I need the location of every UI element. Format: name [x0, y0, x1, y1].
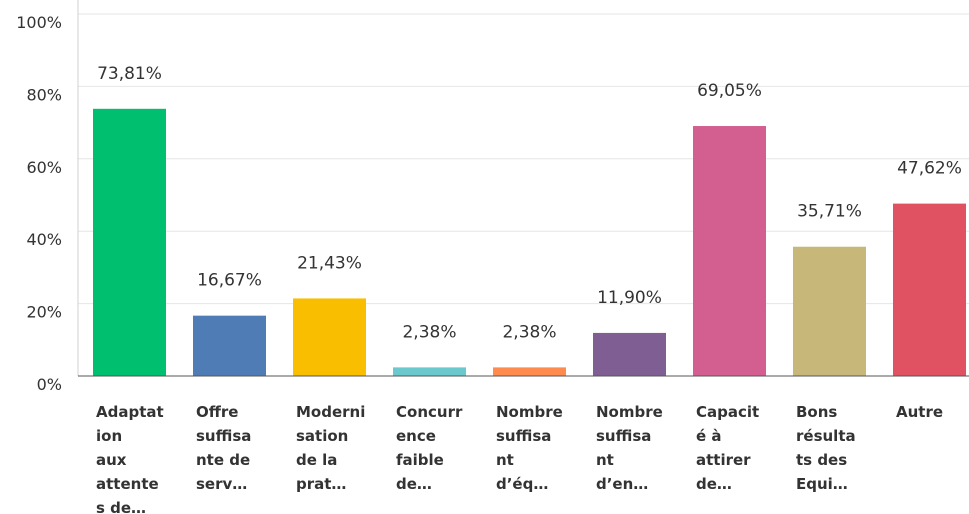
value-label: 73,81% — [97, 64, 162, 84]
y-tick-label: 80% — [26, 85, 62, 104]
x-tick-label: sation — [296, 427, 348, 445]
x-tick-label: Autre — [896, 403, 943, 421]
x-tick-label: Concurr — [396, 403, 463, 421]
value-label: 69,05% — [697, 81, 762, 101]
y-tick-label: 100% — [16, 13, 62, 32]
x-tick-label: suffisa — [596, 427, 651, 445]
x-tick-label: attente — [96, 475, 159, 493]
x-tick-label: de… — [396, 475, 432, 493]
bar — [93, 108, 166, 376]
value-label: 11,90% — [597, 288, 662, 308]
bar — [693, 126, 766, 376]
x-tick-label: Bons — [796, 403, 837, 421]
value-label: 35,71% — [797, 202, 862, 222]
x-tick-label: Nombre — [496, 403, 563, 421]
x-tick-label: aux — [96, 451, 127, 469]
x-tick-label: ts des — [796, 451, 847, 469]
x-tick-label: résulta — [796, 427, 856, 445]
bar — [493, 367, 566, 376]
y-tick-label: 60% — [26, 158, 62, 177]
y-tick-label: 20% — [26, 303, 62, 322]
value-label: 2,38% — [502, 322, 556, 342]
x-tick-label: é à — [696, 427, 722, 445]
x-tick-label: serv… — [196, 475, 247, 493]
x-tick-label: attirer — [696, 451, 751, 469]
bar — [893, 203, 966, 376]
x-tick-label: d’en… — [596, 475, 648, 493]
x-tick-label: suffisa — [496, 427, 551, 445]
x-tick-label: Adaptat — [96, 403, 164, 421]
x-tick-label: prat… — [296, 475, 346, 493]
x-tick-label: suffisa — [196, 427, 251, 445]
bar — [593, 332, 666, 376]
bar — [793, 246, 866, 376]
x-tick-label: s de… — [96, 499, 146, 514]
value-label: 21,43% — [297, 253, 362, 273]
x-tick-label: Offre — [196, 403, 238, 421]
x-tick-label: Nombre — [596, 403, 663, 421]
x-tick-label: de… — [696, 475, 732, 493]
y-tick-label: 0% — [37, 375, 62, 394]
value-label: 2,38% — [402, 322, 456, 342]
y-tick-label: 40% — [26, 230, 62, 249]
x-tick-label: nt — [496, 451, 514, 469]
x-tick-label: nte de — [196, 451, 250, 469]
bar — [193, 315, 266, 376]
x-tick-label: faible — [396, 451, 444, 469]
value-label: 16,67% — [197, 271, 262, 291]
bar — [293, 298, 366, 376]
x-tick-label: Moderni — [296, 403, 365, 421]
x-tick-label: de la — [296, 451, 337, 469]
value-label: 47,62% — [897, 159, 962, 179]
x-tick-label: ion — [96, 427, 122, 445]
x-tick-label: Capacit — [696, 403, 759, 421]
bar — [393, 367, 466, 376]
x-tick-label: nt — [596, 451, 614, 469]
x-tick-label: d’éq… — [496, 475, 548, 493]
x-tick-label: ence — [396, 427, 436, 445]
x-tick-label: Equi… — [796, 475, 848, 493]
